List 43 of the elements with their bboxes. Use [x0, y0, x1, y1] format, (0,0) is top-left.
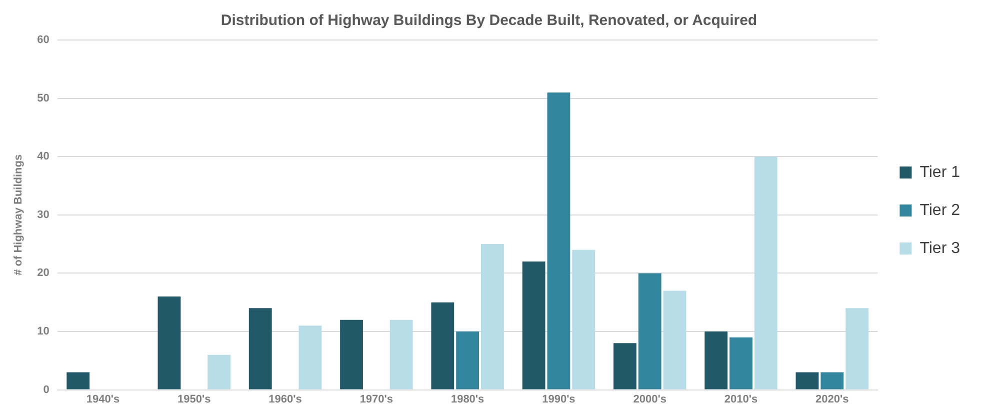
bar	[340, 320, 363, 390]
x-tick-label: 1950's	[178, 393, 211, 406]
bar	[208, 354, 231, 390]
y-tick-label: 20	[37, 267, 50, 280]
y-tick-label: 40	[37, 150, 50, 163]
x-tick-label: 1970's	[360, 393, 394, 406]
y-tick-label: 0	[43, 384, 50, 396]
bar	[796, 372, 819, 390]
bar	[248, 308, 272, 390]
legend-label: Tier 1	[920, 164, 960, 181]
bar	[390, 320, 413, 390]
bar	[481, 244, 504, 390]
bar	[638, 273, 662, 390]
bar	[820, 372, 844, 390]
y-tick-label: 10	[37, 326, 50, 338]
x-tick-label: 2010's	[724, 393, 758, 406]
bar	[547, 92, 570, 390]
bar	[704, 332, 728, 390]
bar	[456, 332, 480, 390]
y-tick-label: 60	[37, 34, 50, 46]
x-tick-label: 1940's	[86, 393, 120, 406]
x-tick-label: 1990's	[542, 393, 576, 406]
bar	[754, 156, 778, 390]
bar	[572, 250, 596, 390]
legend-label: Tier 2	[920, 202, 960, 219]
x-tick-label: 2000's	[633, 393, 666, 406]
x-tick-label: 1960's	[268, 393, 302, 406]
bar	[66, 372, 90, 390]
y-tick-label: 50	[37, 92, 50, 104]
y-axis-title: # of Highway Buildings	[12, 154, 25, 276]
y-tick-label: 30	[37, 208, 50, 221]
bar	[846, 308, 868, 390]
x-tick-label: 2020's	[816, 393, 849, 406]
bar	[158, 296, 181, 390]
chart-title: Distribution of Highway Buildings By Decade Built, Renovated, or Acquired	[220, 12, 758, 30]
bar	[663, 290, 686, 390]
bar	[431, 302, 454, 390]
bar	[522, 262, 546, 390]
legend-label: Tier 3	[920, 240, 960, 257]
bar	[730, 337, 752, 390]
x-tick-label: 1980's	[450, 393, 484, 406]
bar	[298, 326, 322, 390]
bar	[613, 343, 636, 390]
